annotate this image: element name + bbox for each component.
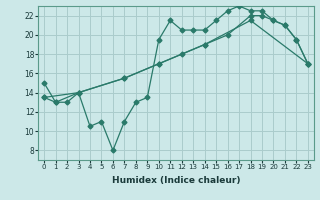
X-axis label: Humidex (Indice chaleur): Humidex (Indice chaleur) <box>112 176 240 185</box>
